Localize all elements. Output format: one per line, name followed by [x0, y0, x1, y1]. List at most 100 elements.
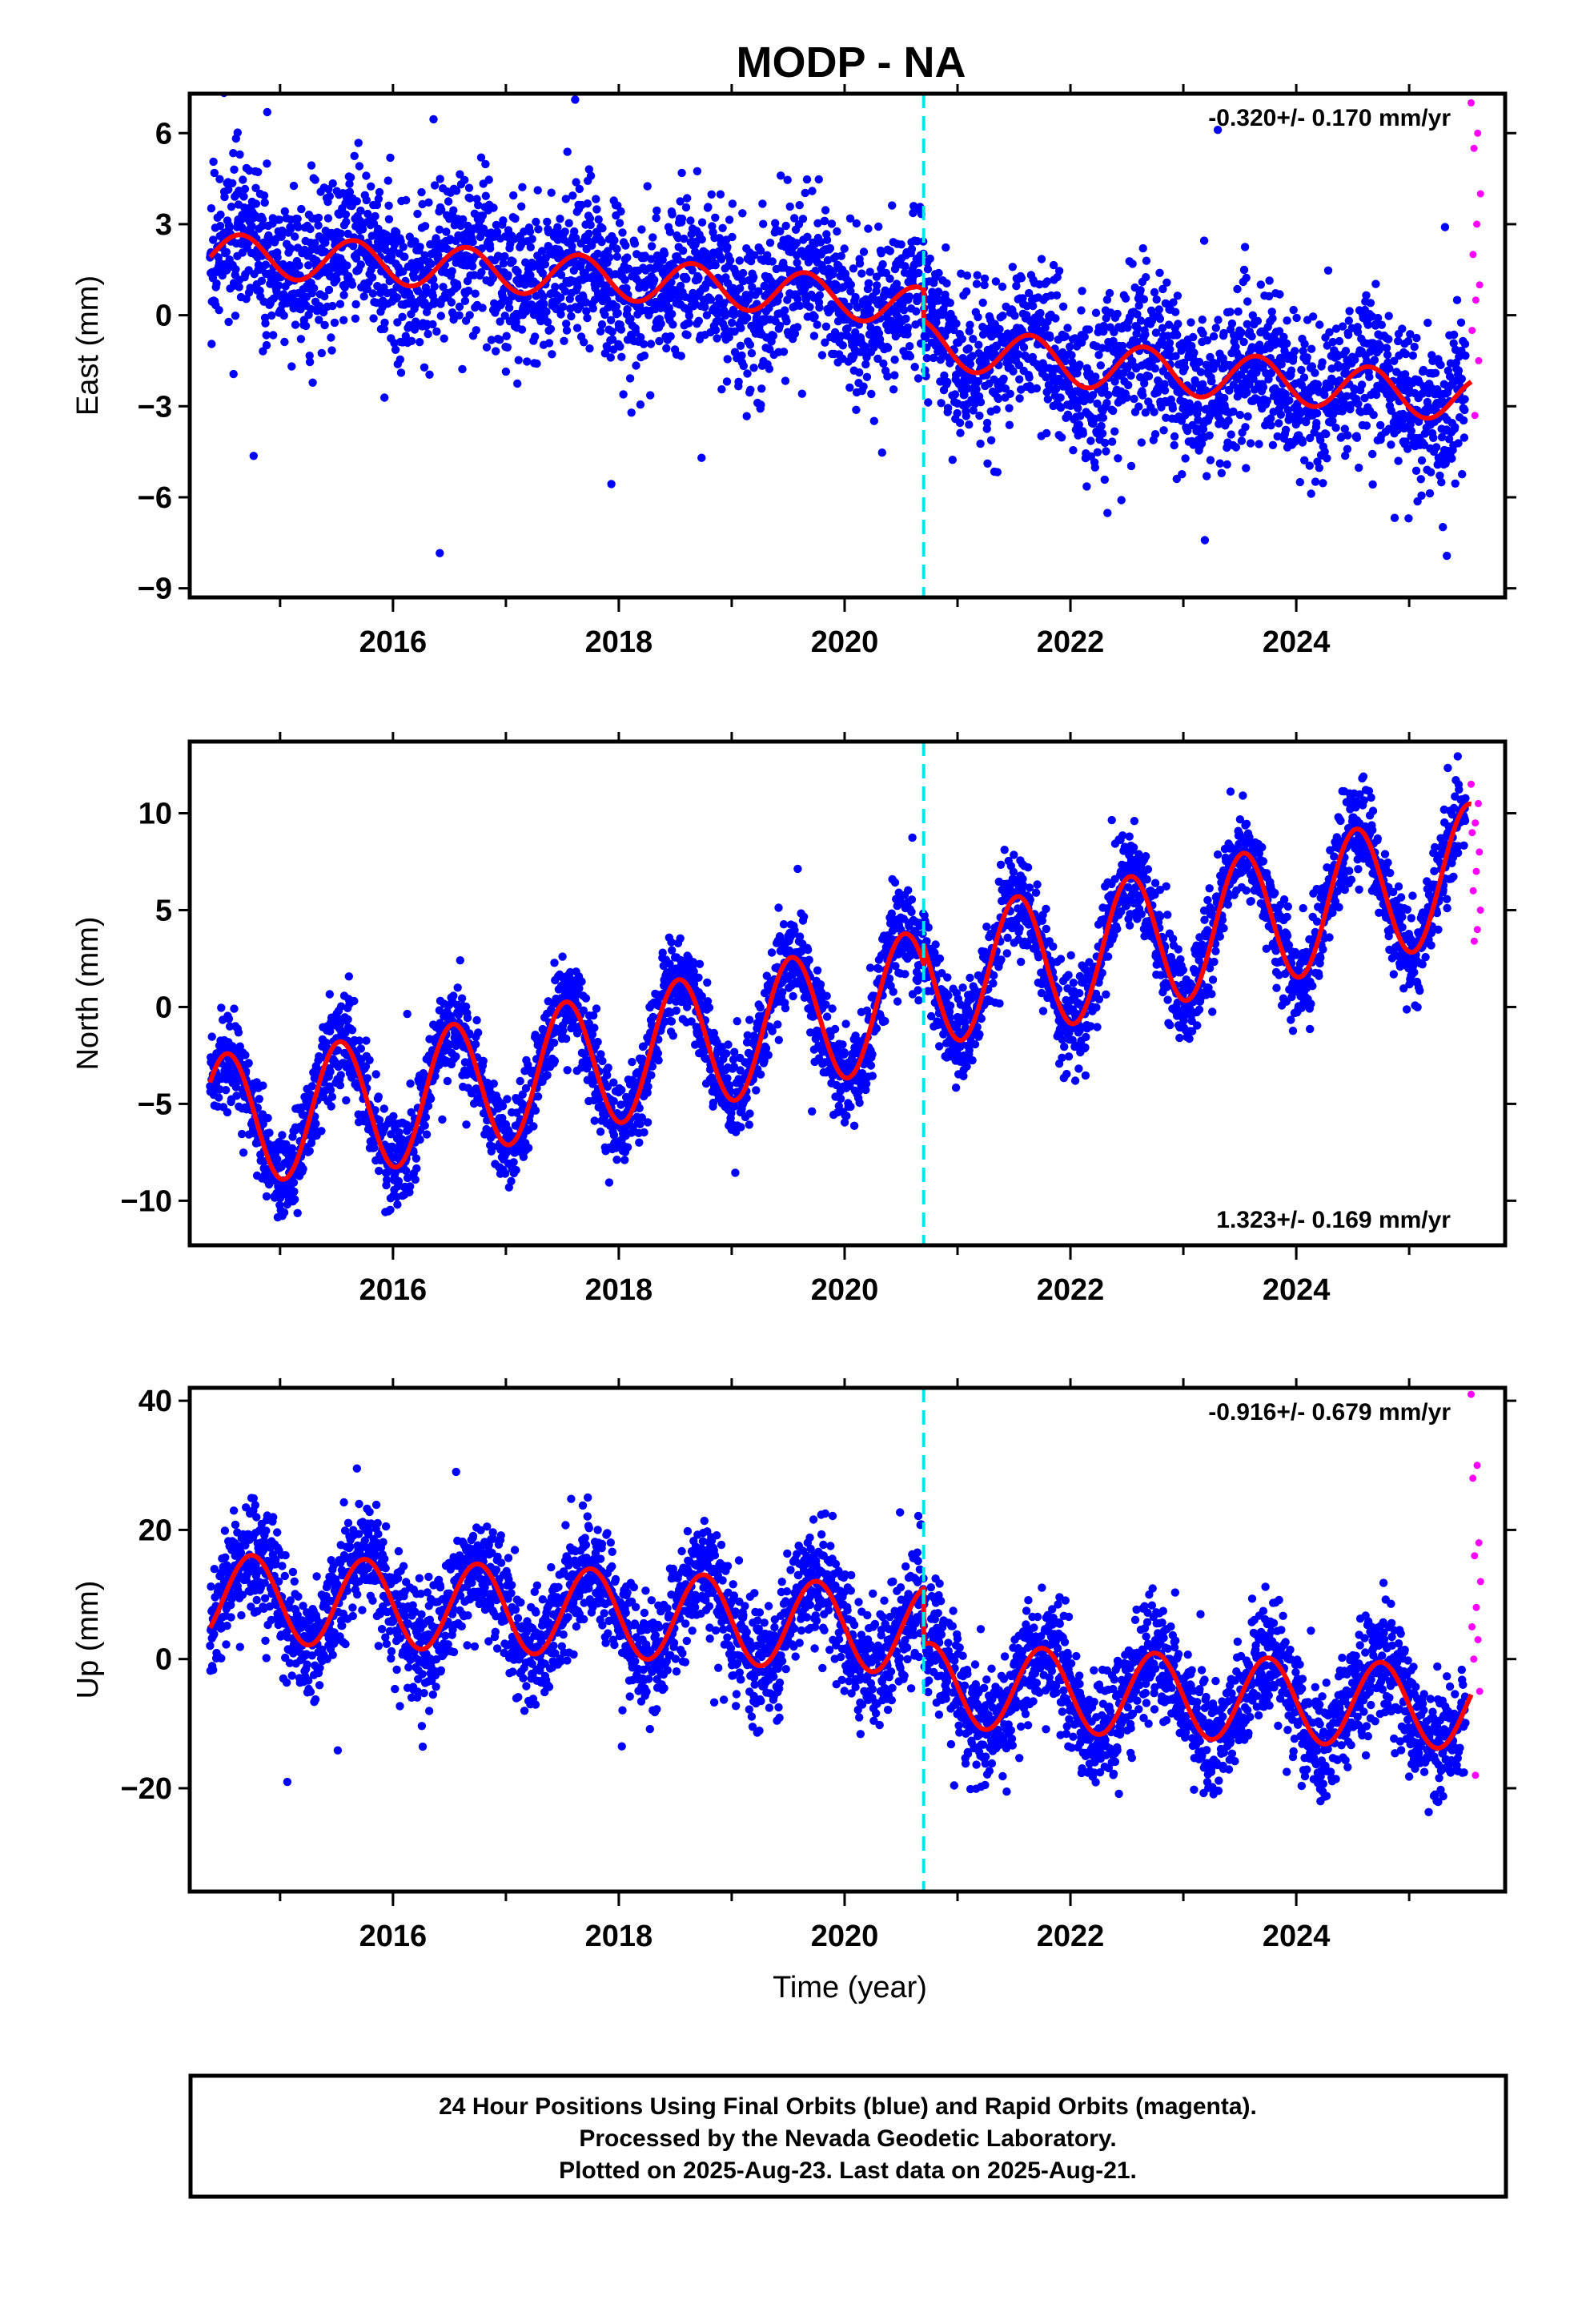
east-point: [1098, 413, 1108, 422]
east-point: [1279, 332, 1288, 341]
east-point: [1189, 332, 1198, 342]
east-point: [239, 226, 249, 235]
east-point: [1372, 390, 1381, 400]
east-point: [643, 182, 652, 191]
east-point: [328, 179, 337, 188]
east-point: [274, 281, 283, 290]
east-point: [582, 307, 591, 316]
east-point: [1307, 489, 1315, 498]
east-point: [1074, 404, 1082, 412]
east-point: [325, 191, 334, 201]
east-ytick-label: 6: [155, 117, 172, 151]
east-point: [442, 227, 451, 236]
east-point: [1102, 399, 1111, 408]
east-point: [543, 217, 552, 227]
east-point: [748, 283, 757, 292]
east-point: [1142, 273, 1150, 282]
east-point: [1022, 302, 1032, 311]
east-point: [833, 227, 841, 236]
east-point: [1234, 307, 1243, 316]
east-point: [697, 218, 707, 227]
east-point: [559, 302, 568, 312]
east-point: [1429, 433, 1438, 442]
east-point: [1460, 395, 1469, 404]
east-point: [1025, 373, 1034, 382]
east-point: [504, 271, 512, 279]
east-point: [452, 187, 461, 195]
east-point: [1295, 477, 1305, 487]
east-point: [327, 346, 336, 355]
east-point: [616, 207, 625, 216]
east-point: [669, 320, 677, 329]
east-point: [711, 326, 721, 335]
east-ytick-label: 0: [155, 300, 172, 333]
east-point: [1456, 318, 1466, 327]
north-point: [326, 1068, 335, 1076]
east-point: [760, 281, 769, 291]
east-point: [1160, 386, 1170, 395]
east-point: [1042, 277, 1052, 286]
north-point: [232, 1092, 241, 1100]
east-point: [459, 215, 468, 224]
east-point: [803, 232, 812, 241]
north-point: [207, 1032, 216, 1041]
east-point: [963, 384, 973, 393]
east-point: [1360, 393, 1369, 403]
east-point: [855, 259, 865, 268]
east-point: [820, 216, 829, 225]
east-point: [620, 275, 629, 284]
east-point: [717, 255, 726, 263]
east-point: [1403, 444, 1412, 453]
east-point: [873, 281, 881, 290]
east-point: [1256, 280, 1266, 289]
east-point: [345, 187, 355, 196]
east-point: [556, 293, 565, 302]
east-point: [962, 412, 971, 420]
east-point: [626, 314, 635, 324]
east-point: [418, 199, 427, 209]
east-point: [207, 204, 216, 213]
east-point: [606, 353, 615, 362]
east-point: [1063, 410, 1073, 419]
east-point: [889, 385, 898, 394]
east-point: [1088, 391, 1098, 400]
north-point: [452, 1052, 460, 1061]
east-point: [345, 179, 354, 188]
east-point: [287, 244, 295, 253]
east-xtick-label: 2016: [359, 625, 428, 659]
east-point: [775, 321, 785, 330]
east-point: [1170, 432, 1179, 441]
east-point: [1295, 416, 1303, 425]
east-point: [1265, 292, 1274, 301]
east-point: [1229, 407, 1238, 416]
east-point: [1342, 392, 1351, 400]
east-point: [1373, 313, 1383, 323]
east-rapid-point: [1475, 356, 1483, 364]
east-point: [1417, 456, 1427, 465]
north-point: [549, 1038, 559, 1047]
east-point: [416, 338, 424, 347]
east-point: [307, 161, 316, 170]
north-point: [263, 1113, 272, 1123]
north-point: [379, 1104, 388, 1113]
east-point: [343, 229, 352, 239]
east-point: [1319, 479, 1327, 488]
north-point: [420, 1121, 429, 1130]
north-point: [342, 1096, 351, 1105]
east-point: [743, 369, 752, 378]
east-point: [464, 183, 474, 192]
east-point: [838, 341, 848, 350]
east-point: [434, 251, 443, 259]
north-point: [426, 1094, 436, 1104]
east-point: [1273, 432, 1282, 441]
east-point: [779, 348, 789, 356]
north-point: [503, 1095, 512, 1104]
east-point: [1181, 454, 1190, 463]
east-point: [771, 219, 780, 227]
east-point: [1458, 470, 1467, 479]
east-point: [711, 261, 720, 270]
east-point: [363, 209, 372, 219]
east-point: [1431, 443, 1441, 452]
east-point: [542, 308, 551, 316]
